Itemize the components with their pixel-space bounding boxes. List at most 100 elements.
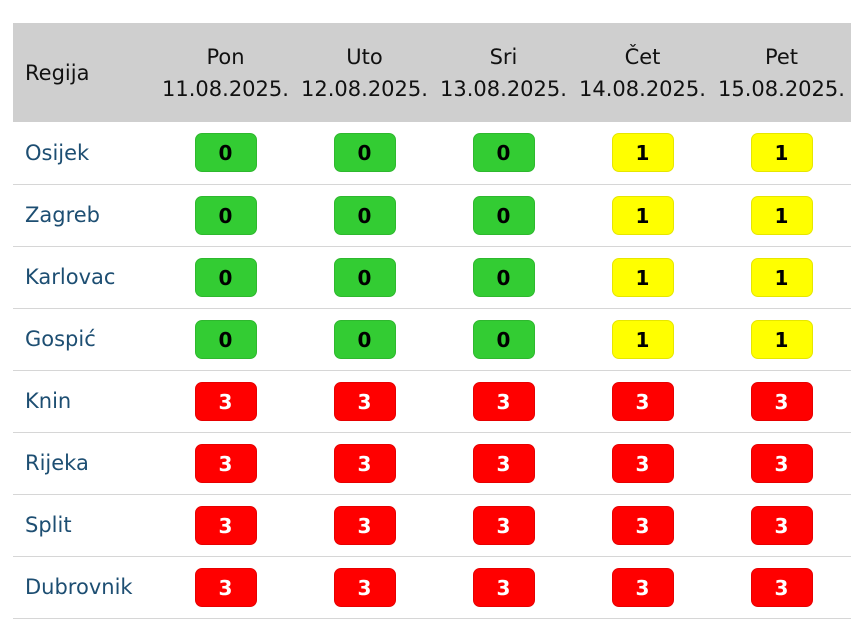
warning-level-badge: 1 xyxy=(611,195,674,235)
warning-cell: 3 xyxy=(573,494,712,556)
table-row: Gospić 0 0 0 1 1 xyxy=(13,308,851,370)
warning-cell: 3 xyxy=(434,556,573,618)
warning-level-badge: 0 xyxy=(472,319,535,359)
warning-cell: 0 xyxy=(295,184,434,246)
region-name: Osijek xyxy=(25,140,90,165)
warning-cell: 0 xyxy=(295,308,434,370)
region-name: Dubrovnik xyxy=(25,575,133,599)
warning-level-badge: 3 xyxy=(472,505,535,545)
table-body: Osijek 0 0 0 1 1 Zagreb 0 0 0 1 1 Karlovac 0 0 0 1 1 Gospi… xyxy=(13,122,851,618)
warning-cell: 1 xyxy=(712,308,851,370)
warning-level-badge: 0 xyxy=(333,257,396,297)
warning-level-badge: 3 xyxy=(333,567,396,607)
table-row: Osijek 0 0 0 1 1 xyxy=(13,122,851,184)
warning-cell: 3 xyxy=(434,494,573,556)
warning-level-badge: 3 xyxy=(750,443,813,483)
warning-level-badge: 3 xyxy=(194,381,257,421)
warning-level-badge: 3 xyxy=(472,567,535,607)
warning-cell: 3 xyxy=(712,494,851,556)
warning-level-badge: 0 xyxy=(333,195,396,235)
warning-cell: 3 xyxy=(573,432,712,494)
warning-cell: 3 xyxy=(295,432,434,494)
table-header: Regija Pon 11.08.2025. Uto 12.08.2025. S… xyxy=(13,23,851,122)
warning-cell: 3 xyxy=(712,370,851,432)
warning-level-badge: 1 xyxy=(611,257,674,297)
warning-cell: 1 xyxy=(573,122,712,184)
day-column-header: Pet 15.08.2025. xyxy=(712,23,851,122)
warning-cell: 3 xyxy=(156,556,295,618)
table-row: Rijeka 3 3 3 3 3 xyxy=(13,432,851,494)
warning-level-badge: 3 xyxy=(472,443,535,483)
region-name: Rijeka xyxy=(25,451,89,475)
table-row: Split 3 3 3 3 3 xyxy=(13,494,851,556)
warning-level-badge: 1 xyxy=(611,133,674,173)
warning-level-badge: 0 xyxy=(472,195,535,235)
region-column-header: Regija xyxy=(25,60,90,85)
warning-level-badge: 3 xyxy=(333,381,396,421)
warning-level-badge: 3 xyxy=(750,505,813,545)
table-row: Karlovac 0 0 0 1 1 xyxy=(13,246,851,308)
warning-level-badge: 3 xyxy=(194,443,257,483)
warning-level-badge: 3 xyxy=(611,567,674,607)
table-row: Dubrovnik 3 3 3 3 3 xyxy=(13,556,851,618)
header-row: Regija Pon 11.08.2025. Uto 12.08.2025. S… xyxy=(13,23,851,122)
warning-cell: 3 xyxy=(295,556,434,618)
warning-level-badge: 0 xyxy=(194,195,257,235)
region-name: Zagreb xyxy=(25,203,101,227)
warning-level-badge: 0 xyxy=(472,133,535,173)
day-column-header: Uto 12.08.2025. xyxy=(295,23,434,122)
warning-level-badge: 3 xyxy=(194,505,257,545)
day-date: 12.08.2025. xyxy=(301,76,428,101)
warning-cell: 0 xyxy=(434,122,573,184)
day-date: 15.08.2025. xyxy=(718,76,845,101)
day-name: Pon xyxy=(206,44,245,69)
warning-cell: 0 xyxy=(156,184,295,246)
day-column-header: Čet 14.08.2025. xyxy=(573,23,712,122)
warning-level-badge: 0 xyxy=(194,133,257,173)
region-name: Split xyxy=(25,513,72,537)
warning-cell: 3 xyxy=(712,432,851,494)
warning-cell: 0 xyxy=(295,122,434,184)
warning-level-badge: 1 xyxy=(750,319,813,359)
warning-cell: 1 xyxy=(712,246,851,308)
warning-level-badge: 3 xyxy=(611,443,674,483)
warning-cell: 1 xyxy=(573,308,712,370)
warning-cell: 3 xyxy=(295,370,434,432)
warning-cell: 1 xyxy=(712,122,851,184)
warning-level-badge: 0 xyxy=(333,319,396,359)
warning-cell: 3 xyxy=(434,370,573,432)
table-row: Zagreb 0 0 0 1 1 xyxy=(13,184,851,246)
warning-level-badge: 0 xyxy=(333,133,396,173)
warning-cell: 3 xyxy=(712,556,851,618)
warning-cell: 0 xyxy=(434,308,573,370)
forecast-table: Regija Pon 11.08.2025. Uto 12.08.2025. S… xyxy=(13,23,851,619)
warning-cell: 1 xyxy=(712,184,851,246)
warning-cell: 3 xyxy=(573,370,712,432)
warning-cell: 0 xyxy=(434,184,573,246)
day-date: 11.08.2025. xyxy=(162,76,289,101)
warning-cell: 0 xyxy=(434,246,573,308)
region-name: Gospić xyxy=(25,327,96,351)
day-name: Čet xyxy=(624,44,661,69)
warning-level-badge: 3 xyxy=(750,381,813,421)
warning-cell: 0 xyxy=(295,246,434,308)
warning-level-badge: 3 xyxy=(194,567,257,607)
day-column-header: Pon 11.08.2025. xyxy=(156,23,295,122)
warning-cell: 0 xyxy=(156,122,295,184)
day-column-header: Sri 13.08.2025. xyxy=(434,23,573,122)
warning-cell: 3 xyxy=(156,432,295,494)
warning-level-badge: 1 xyxy=(750,195,813,235)
warning-cell: 3 xyxy=(295,494,434,556)
warning-level-badge: 0 xyxy=(194,319,257,359)
warning-cell: 3 xyxy=(156,494,295,556)
warning-cell: 3 xyxy=(434,432,573,494)
warning-level-badge: 1 xyxy=(750,257,813,297)
warning-cell: 1 xyxy=(573,246,712,308)
region-name: Knin xyxy=(25,389,72,413)
warning-level-badge: 3 xyxy=(611,505,674,545)
table-row: Knin 3 3 3 3 3 xyxy=(13,370,851,432)
day-name: Uto xyxy=(346,44,383,69)
warning-cell: 3 xyxy=(573,556,712,618)
region-name: Karlovac xyxy=(25,265,116,289)
warning-level-badge: 1 xyxy=(750,133,813,173)
